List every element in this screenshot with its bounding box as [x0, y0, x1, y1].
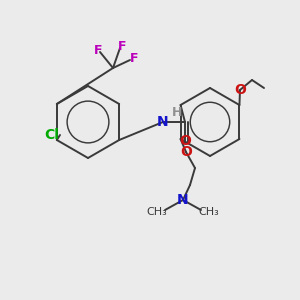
Text: F: F — [94, 44, 102, 56]
Text: N: N — [177, 193, 189, 207]
Text: N: N — [157, 115, 169, 129]
Text: CH₃: CH₃ — [199, 207, 219, 217]
Text: O: O — [180, 145, 192, 159]
Text: Cl: Cl — [45, 128, 59, 142]
Text: H: H — [172, 106, 182, 118]
Text: CH₃: CH₃ — [147, 207, 167, 217]
Text: O: O — [234, 83, 246, 97]
Text: F: F — [130, 52, 138, 64]
Text: O: O — [179, 134, 191, 148]
Text: F: F — [118, 40, 126, 52]
